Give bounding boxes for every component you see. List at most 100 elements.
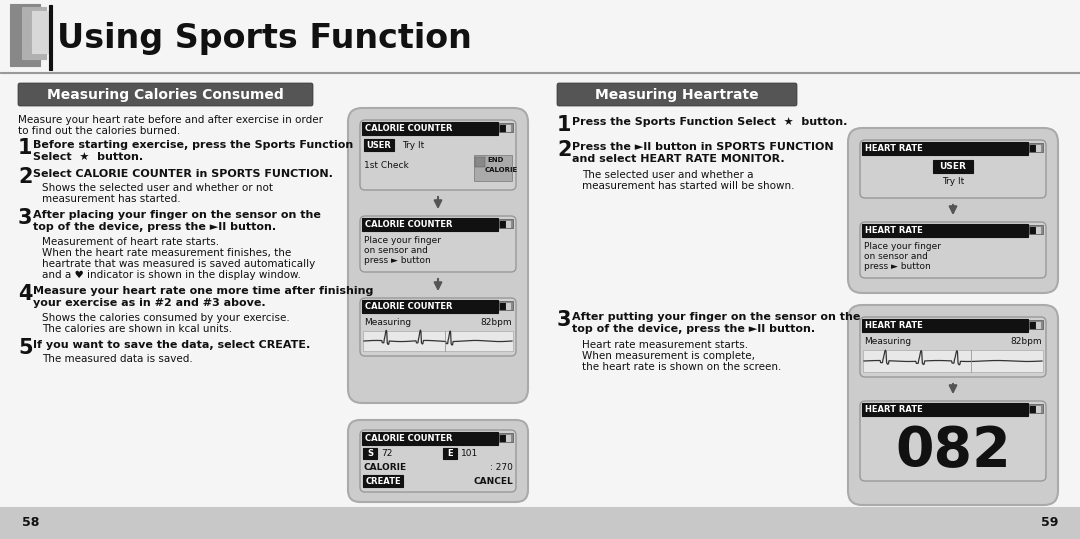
Text: 59: 59 (1041, 516, 1058, 529)
Bar (507, 125, 510, 130)
Text: 72: 72 (381, 449, 392, 458)
Bar (362, 218, 498, 231)
Text: CALORIE: CALORIE (363, 462, 406, 472)
FancyBboxPatch shape (360, 216, 516, 272)
FancyBboxPatch shape (348, 108, 528, 403)
Bar (0, 72, 1080, 73)
Text: HEART RATE: HEART RATE (865, 405, 922, 414)
Text: 82bpm: 82bpm (1011, 337, 1042, 346)
Text: Using Sports Function: Using Sports Function (57, 22, 472, 55)
Text: Before starting exercise, press the Sports Function: Before starting exercise, press the Spor… (33, 140, 353, 150)
Text: CALORIE: CALORIE (485, 167, 518, 173)
Bar (499, 219, 513, 228)
Text: When measurement is complete,: When measurement is complete, (582, 351, 755, 361)
Text: E: E (447, 449, 453, 458)
Bar (1036, 405, 1040, 411)
Text: 82bpm: 82bpm (481, 318, 512, 327)
FancyBboxPatch shape (360, 120, 516, 190)
Text: your exercise as in #2 and #3 above.: your exercise as in #2 and #3 above. (33, 298, 266, 308)
Text: CALORIE COUNTER: CALORIE COUNTER (365, 220, 453, 229)
Bar (0, 507, 1080, 539)
Bar (1036, 144, 1040, 150)
Text: 101: 101 (461, 449, 478, 458)
Text: Try It: Try It (402, 141, 424, 149)
Text: 5: 5 (18, 338, 32, 358)
Text: Shows the calories consumed by your exercise.: Shows the calories consumed by your exer… (42, 313, 289, 323)
Text: 1st Check: 1st Check (364, 161, 408, 169)
Bar (475, 157, 485, 167)
Bar (863, 350, 1043, 372)
Text: If you want to save the data, select CREATE.: If you want to save the data, select CRE… (33, 340, 310, 350)
Bar (500, 125, 505, 130)
Bar (1036, 321, 1040, 328)
Bar (507, 220, 510, 226)
Bar (500, 302, 505, 308)
Text: CALORIE COUNTER: CALORIE COUNTER (365, 302, 453, 311)
Bar (1029, 225, 1043, 234)
Text: END: END (487, 157, 503, 163)
Text: Place your finger: Place your finger (864, 242, 941, 251)
Text: After placing your finger on the sensor on the: After placing your finger on the sensor … (33, 210, 321, 220)
Bar (862, 319, 1028, 332)
Text: Press the Sports Function Select  ★  button.: Press the Sports Function Select ★ butto… (572, 117, 848, 127)
Text: HEART RATE: HEART RATE (865, 321, 922, 330)
Text: The selected user and whether a: The selected user and whether a (582, 170, 754, 180)
Text: press ► button: press ► button (864, 262, 931, 271)
Text: Measuring Calories Consumed: Measuring Calories Consumed (46, 87, 283, 101)
Text: 1: 1 (18, 138, 32, 158)
Text: 1: 1 (557, 115, 571, 135)
Bar (862, 403, 1028, 416)
Text: top of the device, press the ►II button.: top of the device, press the ►II button. (572, 324, 815, 334)
Bar (507, 434, 510, 440)
Text: to find out the calories burned.: to find out the calories burned. (18, 126, 180, 136)
Bar (1036, 226, 1040, 232)
Text: 2: 2 (557, 140, 571, 160)
Text: USER: USER (366, 141, 391, 149)
Text: The calories are shown in kcal units.: The calories are shown in kcal units. (42, 324, 232, 334)
Bar (933, 160, 973, 173)
Text: Measure your heart rate one more time after finishing: Measure your heart rate one more time af… (33, 286, 374, 296)
Text: top of the device, press the ►II button.: top of the device, press the ►II button. (33, 222, 276, 232)
Bar (362, 432, 498, 445)
Bar (362, 122, 498, 135)
Text: CANCEL: CANCEL (473, 476, 513, 486)
Text: After putting your finger on the sensor on the: After putting your finger on the sensor … (572, 312, 861, 322)
FancyBboxPatch shape (860, 401, 1047, 481)
Text: measurement has started will be shown.: measurement has started will be shown. (582, 181, 795, 191)
Text: 082: 082 (895, 424, 1011, 478)
Text: 3: 3 (18, 208, 32, 228)
Text: Shows the selected user and whether or not: Shows the selected user and whether or n… (42, 183, 273, 193)
Text: 3: 3 (557, 310, 571, 330)
Text: on sensor and: on sensor and (864, 252, 928, 261)
Text: Measuring: Measuring (864, 337, 912, 346)
Text: CREATE: CREATE (365, 476, 401, 486)
Text: Press the ►II button in SPORTS FUNCTION: Press the ►II button in SPORTS FUNCTION (572, 142, 834, 152)
Bar (1029, 143, 1043, 152)
Text: measurement has started.: measurement has started. (42, 194, 180, 204)
Bar (49, 5, 52, 70)
Text: press ► button: press ► button (364, 256, 431, 265)
Bar (499, 123, 513, 132)
Text: HEART RATE: HEART RATE (865, 144, 922, 153)
Bar (499, 301, 513, 310)
Text: Measuring: Measuring (364, 318, 411, 327)
Text: Try It: Try It (942, 177, 964, 186)
Text: on sensor and: on sensor and (364, 246, 428, 255)
Bar (363, 475, 403, 487)
FancyBboxPatch shape (348, 420, 528, 502)
Bar (443, 448, 457, 459)
Text: HEART RATE: HEART RATE (865, 226, 922, 235)
Text: Select CALORIE COUNTER in SPORTS FUNCTION.: Select CALORIE COUNTER in SPORTS FUNCTIO… (33, 169, 333, 179)
Bar (1030, 321, 1035, 328)
Bar (364, 139, 394, 151)
Bar (32, 11, 50, 53)
FancyBboxPatch shape (360, 430, 516, 492)
Bar (363, 331, 513, 351)
Bar (1030, 144, 1035, 150)
FancyBboxPatch shape (848, 305, 1058, 505)
Text: Measuring Heartrate: Measuring Heartrate (595, 87, 759, 101)
Bar (499, 433, 513, 442)
Text: S: S (367, 449, 373, 458)
Bar (1030, 405, 1035, 411)
Bar (363, 448, 377, 459)
